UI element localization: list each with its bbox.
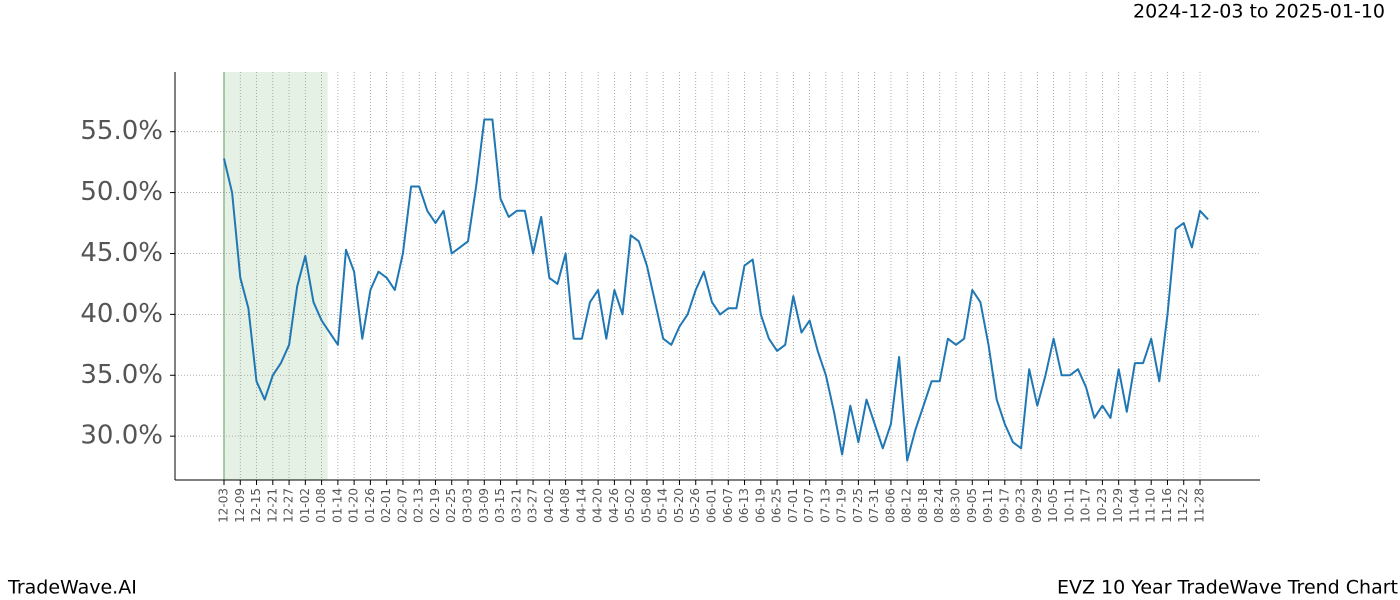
x-tick-label: 05-02 (623, 488, 637, 523)
x-tick-label: 08-18 (916, 488, 930, 523)
x-tick-label: 08-30 (949, 488, 963, 523)
x-tick-label: 11-04 (1127, 488, 1141, 523)
x-tick-label: 04-26 (607, 488, 621, 523)
x-tick-label: 10-23 (1095, 488, 1109, 523)
date-range: 2024-12-03 to 2025-01-10 (1133, 1, 1385, 23)
x-tick-label: 06-13 (737, 488, 751, 523)
x-tick-label: 09-29 (1030, 488, 1044, 523)
x-tick-label: 09-23 (1014, 488, 1028, 523)
x-tick-label: 12-03 (217, 488, 231, 523)
x-tick-label: 04-14 (574, 488, 588, 523)
x-tick-label: 12-27 (282, 488, 296, 523)
x-tick-label: 07-25 (851, 488, 865, 523)
x-tick-label: 12-21 (265, 488, 279, 523)
x-tick-label: 05-20 (672, 488, 686, 523)
y-tick-label: 35.0% (80, 360, 163, 390)
x-tick-label: 01-02 (298, 488, 312, 523)
x-tick-label: 10-05 (1046, 488, 1060, 523)
x-tick-label: 06-07 (721, 488, 735, 523)
x-tick-label: 07-13 (818, 488, 832, 523)
brand: TradeWave.AI (7, 577, 137, 599)
x-tick-label: 11-16 (1160, 488, 1174, 523)
highlight-band (224, 72, 328, 480)
x-tick-label: 09-17 (997, 488, 1011, 523)
x-tick-label: 09-11 (981, 488, 995, 523)
x-tick-label: 04-20 (591, 488, 605, 523)
x-tick-label: 03-21 (509, 488, 523, 523)
x-tick-label: 10-29 (1111, 488, 1125, 523)
y-tick-label: 30.0% (80, 421, 163, 451)
x-tick-label: 07-07 (802, 488, 816, 523)
x-tick-label: 02-01 (379, 488, 393, 523)
x-tick-label: 12-15 (249, 488, 263, 523)
x-tick-label: 07-31 (867, 488, 881, 523)
x-tick-label: 04-08 (558, 488, 572, 523)
x-tick-label: 11-22 (1176, 488, 1190, 523)
x-tick-label: 01-26 (363, 488, 377, 523)
x-tick-label: 08-24 (932, 488, 946, 523)
x-tick-label: 01-20 (347, 488, 361, 523)
y-tick-label: 40.0% (80, 299, 163, 329)
x-tick-label: 11-28 (1193, 488, 1207, 523)
x-tick-label: 11-10 (1144, 488, 1158, 523)
x-tick-label: 06-25 (770, 488, 784, 523)
chart-title: EVZ 10 Year TradeWave Trend Chart (1057, 577, 1398, 599)
x-tick-label: 07-19 (835, 488, 849, 523)
x-tick-label: 01-08 (314, 488, 328, 523)
x-tick-label: 04-02 (542, 488, 556, 523)
x-tick-label: 12-09 (233, 488, 247, 523)
x-tick-label: 03-15 (493, 488, 507, 523)
x-tick-label: 10-17 (1079, 488, 1093, 523)
x-tick-label: 08-12 (900, 488, 914, 523)
y-tick-label: 45.0% (80, 238, 163, 268)
x-tick-label: 09-05 (965, 488, 979, 523)
x-tick-label: 02-19 (428, 488, 442, 523)
x-tick-label: 06-01 (705, 488, 719, 523)
y-tick-label: 50.0% (80, 177, 163, 207)
x-tick-label: 10-11 (1062, 488, 1076, 523)
x-tick-label: 01-14 (330, 488, 344, 523)
y-tick-label: 55.0% (80, 116, 163, 146)
x-tick-label: 08-06 (883, 488, 897, 523)
x-tick-label: 07-01 (786, 488, 800, 523)
x-tick-label: 02-13 (412, 488, 426, 523)
x-tick-label: 02-07 (395, 488, 409, 523)
x-tick-label: 03-27 (526, 488, 540, 523)
x-tick-label: 03-03 (461, 488, 475, 523)
x-tick-label: 02-25 (444, 488, 458, 523)
x-tick-label: 05-26 (688, 488, 702, 523)
x-tick-label: 06-19 (753, 488, 767, 523)
x-tick-label: 05-14 (656, 488, 670, 523)
line-series (223, 118, 1209, 462)
x-tick-label: 05-08 (639, 488, 653, 523)
x-tick-label: 03-09 (477, 488, 491, 523)
